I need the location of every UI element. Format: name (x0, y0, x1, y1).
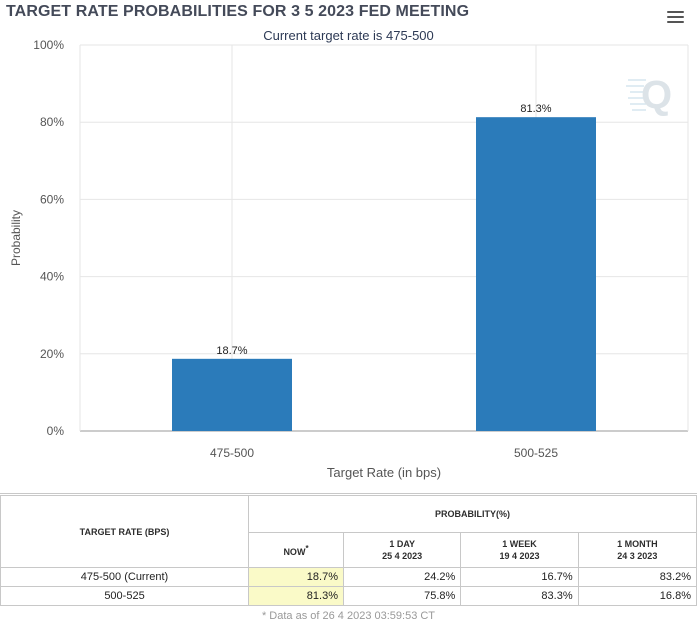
table-row: 500-525 81.3% 75.8% 83.3% 16.8% (0, 586, 697, 606)
hamburger-menu-icon[interactable] (667, 11, 684, 25)
target-rate-header: TARGET RATE (BPS) (0, 495, 249, 568)
1week-value-cell: 16.7% (460, 567, 579, 587)
y-tick-label: 80% (40, 115, 64, 129)
1month-value-cell: 16.8% (577, 586, 697, 606)
y-tick-label: 100% (33, 38, 64, 52)
x-tick-label: 475-500 (210, 446, 254, 460)
y-tick-label: 0% (47, 424, 65, 438)
chart-subtitle: Current target rate is 475-500 (263, 28, 434, 43)
1month-value-cell: 83.2% (577, 567, 697, 587)
svg-text:Q: Q (641, 73, 672, 117)
bar-chart: Q 0% 20% 40% 60% 80% 100% 18.7% 475-500 81.3% 500… (9, 38, 689, 480)
x-tick-label: 500-525 (514, 446, 558, 460)
y-tick-label: 20% (40, 347, 64, 361)
1day-value-cell: 24.2% (342, 567, 462, 587)
data-timestamp-footnote: * Data as of 26 4 2023 03:59:53 CT (261, 610, 436, 622)
probability-table-wrapper: TARGET RATE (BPS) PROBABILITY(%) NOW* 1 … (0, 495, 697, 606)
rate-cell: 475-500 (Current) (0, 567, 249, 587)
1day-value-cell: 75.8% (342, 586, 462, 606)
now-value-cell: 18.7% (248, 567, 344, 587)
probability-table: TARGET RATE (BPS) PROBABILITY(%) NOW* 1 … (0, 495, 697, 606)
y-tick-label: 60% (40, 192, 64, 206)
col-now-header: NOW* (248, 532, 344, 568)
bar-data-label: 18.7% (216, 345, 247, 357)
col-1day-header: 1 DAY 25 4 2023 (342, 532, 462, 568)
y-axis-label: Probability (9, 210, 23, 266)
rate-cell: 500-525 (0, 586, 249, 606)
x-axis-label: Target Rate (in bps) (327, 465, 441, 480)
probability-header: PROBABILITY(%) (248, 495, 697, 533)
1week-value-cell: 83.3% (460, 586, 579, 606)
table-row: 475-500 (Current) 18.7% 24.2% 16.7% 83.2… (0, 567, 697, 587)
y-tick-label: 40% (40, 270, 64, 284)
bar[interactable] (476, 117, 596, 431)
table-top-border (0, 493, 697, 494)
bar-data-label: 81.3% (520, 103, 551, 115)
page-title: TARGET RATE PROBABILITIES FOR 3 5 2023 F… (6, 3, 470, 20)
now-value-cell: 81.3% (248, 586, 344, 606)
watermark-logo: Q (626, 73, 672, 117)
col-1month-header: 1 MONTH 24 3 2023 (577, 532, 697, 568)
bar[interactable] (172, 358, 292, 431)
col-1week-header: 1 WEEK 19 4 2023 (460, 532, 579, 568)
